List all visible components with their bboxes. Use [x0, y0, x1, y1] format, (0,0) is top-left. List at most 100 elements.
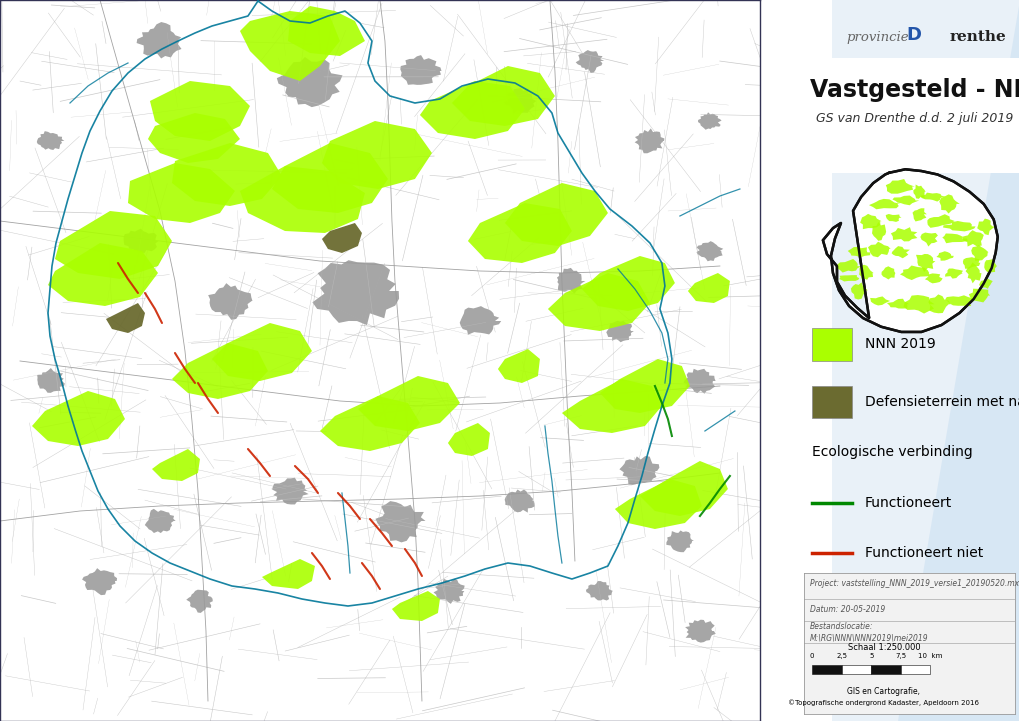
Polygon shape: [899, 265, 928, 280]
Polygon shape: [944, 268, 962, 278]
Polygon shape: [272, 143, 387, 213]
Polygon shape: [665, 531, 693, 552]
Polygon shape: [320, 396, 420, 451]
Polygon shape: [867, 242, 890, 257]
Text: NNN 2019: NNN 2019: [864, 337, 934, 351]
Text: Defensieterrein met natuurwaarden: Defensieterrein met natuurwaarden: [864, 395, 1019, 409]
Polygon shape: [451, 66, 554, 126]
Text: Datum: 20-05-2019: Datum: 20-05-2019: [809, 605, 884, 614]
Polygon shape: [962, 230, 983, 247]
Bar: [900, 665, 929, 674]
Text: 2,5: 2,5: [836, 653, 847, 658]
Polygon shape: [575, 50, 603, 73]
Polygon shape: [884, 214, 901, 222]
Polygon shape: [212, 323, 312, 381]
Polygon shape: [965, 262, 980, 283]
Polygon shape: [919, 233, 937, 247]
Polygon shape: [37, 131, 64, 150]
Polygon shape: [172, 343, 268, 399]
Polygon shape: [614, 479, 701, 529]
Polygon shape: [859, 214, 880, 229]
Polygon shape: [962, 257, 979, 269]
Text: 7,5: 7,5: [895, 653, 906, 658]
Polygon shape: [858, 265, 873, 280]
Polygon shape: [239, 166, 365, 233]
Polygon shape: [433, 579, 465, 604]
Polygon shape: [850, 283, 867, 299]
Polygon shape: [208, 283, 253, 320]
Polygon shape: [884, 179, 914, 194]
Polygon shape: [892, 195, 918, 205]
Polygon shape: [391, 591, 439, 621]
Polygon shape: [420, 81, 525, 139]
Polygon shape: [106, 303, 145, 333]
Polygon shape: [150, 81, 250, 141]
Polygon shape: [880, 266, 895, 280]
Bar: [811, 328, 851, 360]
Polygon shape: [983, 260, 996, 273]
Polygon shape: [358, 376, 460, 431]
Text: Functioneert niet: Functioneert niet: [864, 547, 982, 560]
Polygon shape: [497, 349, 539, 383]
Polygon shape: [468, 203, 572, 263]
Polygon shape: [697, 112, 720, 130]
Polygon shape: [868, 199, 900, 209]
Bar: [811, 665, 841, 674]
Polygon shape: [504, 183, 607, 246]
Text: M:\RG\NNN\NNN2019\mei2019: M:\RG\NNN\NNN2019\mei2019: [809, 633, 928, 642]
Polygon shape: [447, 423, 489, 456]
Text: D: D: [905, 27, 920, 44]
Polygon shape: [605, 321, 633, 342]
Polygon shape: [926, 214, 955, 228]
Polygon shape: [634, 128, 663, 154]
Polygon shape: [145, 509, 175, 533]
Polygon shape: [869, 296, 890, 306]
Polygon shape: [55, 211, 172, 279]
Polygon shape: [639, 461, 728, 516]
Polygon shape: [968, 288, 989, 302]
Bar: [841, 665, 870, 674]
Polygon shape: [945, 296, 974, 306]
Polygon shape: [832, 0, 1019, 721]
Polygon shape: [915, 254, 934, 272]
Bar: [798, 58, 1019, 173]
Polygon shape: [375, 501, 425, 542]
Polygon shape: [696, 241, 722, 261]
Polygon shape: [836, 259, 860, 273]
Polygon shape: [504, 490, 534, 513]
Polygon shape: [898, 0, 1019, 721]
Polygon shape: [556, 268, 585, 293]
Polygon shape: [287, 6, 365, 56]
Polygon shape: [123, 229, 158, 253]
Polygon shape: [262, 559, 315, 589]
Text: 0: 0: [809, 653, 813, 658]
Polygon shape: [186, 590, 213, 613]
Polygon shape: [976, 218, 995, 235]
Polygon shape: [685, 619, 715, 642]
Text: renthe: renthe: [949, 30, 1005, 45]
Polygon shape: [978, 278, 991, 288]
Text: ©Topografische ondergrond Kadaster, Apeldoorn 2016: ©Topografische ondergrond Kadaster, Apel…: [788, 699, 978, 707]
Text: Project: vaststelling_NNN_2019_versie1_20190520.mxd: Project: vaststelling_NNN_2019_versie1_2…: [809, 578, 1019, 588]
Polygon shape: [687, 273, 730, 303]
Polygon shape: [938, 195, 959, 213]
Polygon shape: [871, 222, 886, 241]
Polygon shape: [561, 379, 661, 433]
Polygon shape: [619, 456, 658, 485]
Text: GIS en Cartografie,: GIS en Cartografie,: [847, 687, 919, 696]
Text: Vastgesteld - NNN 2019: Vastgesteld - NNN 2019: [809, 78, 1019, 102]
Polygon shape: [847, 247, 869, 257]
Text: Ecologische verbinding: Ecologische verbinding: [811, 446, 972, 459]
Polygon shape: [970, 245, 987, 261]
Polygon shape: [37, 368, 65, 393]
Polygon shape: [152, 449, 200, 481]
Polygon shape: [924, 273, 942, 283]
Polygon shape: [919, 193, 945, 202]
Text: Schaal 1:250.000: Schaal 1:250.000: [847, 643, 919, 653]
Polygon shape: [322, 223, 362, 253]
Polygon shape: [585, 581, 612, 601]
Polygon shape: [943, 221, 974, 231]
Polygon shape: [127, 163, 234, 223]
Polygon shape: [503, 88, 536, 115]
Polygon shape: [582, 256, 675, 311]
